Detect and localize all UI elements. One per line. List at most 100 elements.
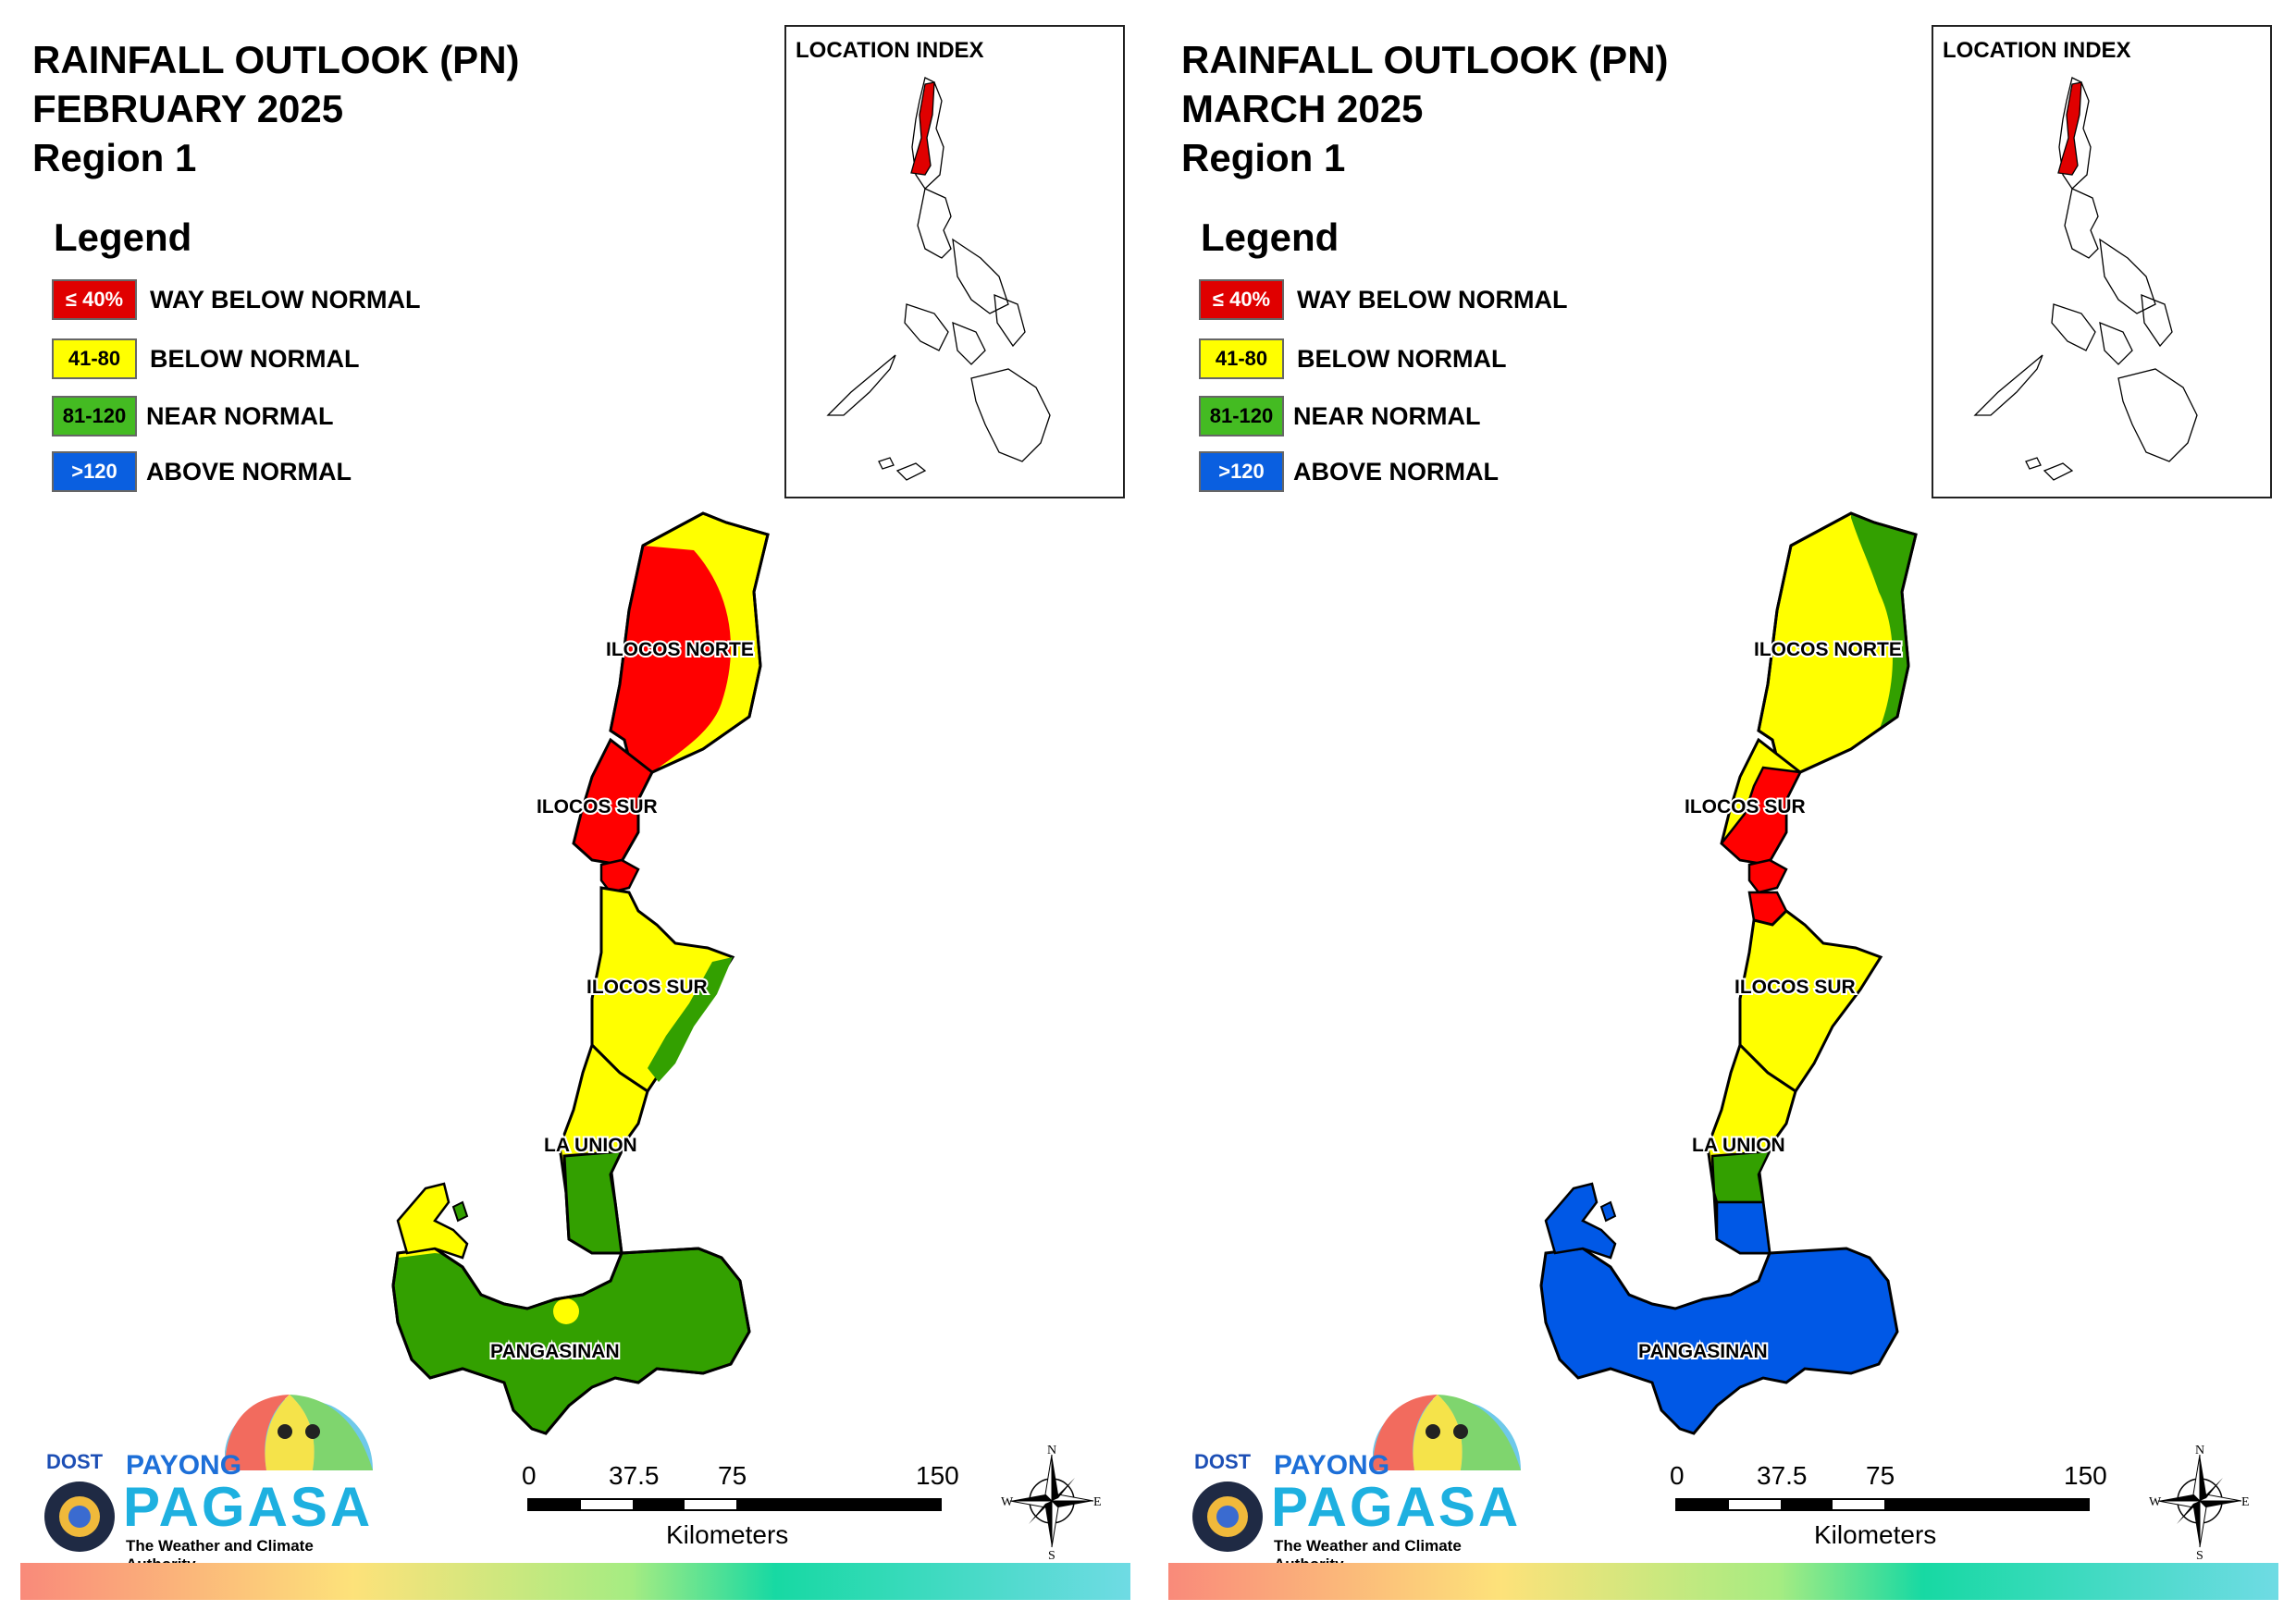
title-line-2: FEBRUARY 2025 [32,87,344,130]
title-line-1: RAINFALL OUTLOOK (PN) [32,38,520,81]
legend-item-below: 41-80 BELOW NORMAL [52,338,359,379]
title-line-3: Region 1 [32,136,197,179]
map-title: RAINFALL OUTLOOK (PN) MARCH 2025 Region … [1181,35,1669,182]
legend-label: ABOVE NORMAL [1293,457,1499,486]
compass-e: E [1093,1495,1102,1509]
label-ilocos-sur-north: ILOCOS SUR [1685,796,1806,818]
legend-item-way-below: ≤ 40% WAY BELOW NORMAL [52,279,421,320]
province-ilocos-sur-north [1720,737,1802,927]
legend-label: WAY BELOW NORMAL [150,285,421,314]
outlook-panel-march: RAINFALL OUTLOOK (PN) MARCH 2025 Region … [1148,0,2296,1623]
legend-item-near: 81-120 NEAR NORMAL [1199,396,1481,436]
province-pangasinan [1539,1182,1899,1435]
label-ilocos-norte: ILOCOS NORTE [1754,639,1902,660]
legend-swatch: ≤ 40% [52,279,137,320]
compass-rose-icon: N S W E [2149,1444,2250,1563]
title-line-3: Region 1 [1181,136,1346,179]
compass-w: W [1001,1495,1014,1509]
label-pangasinan: PANGASINAN [490,1341,620,1362]
scale-tick: 37.5 [609,1461,660,1490]
legend-title: Legend [54,215,192,259]
legend-item-way-below: ≤ 40% WAY BELOW NORMAL [1199,279,1568,320]
scale-unit: Kilometers [666,1520,789,1549]
legend-item-above: >120 ABOVE NORMAL [52,451,352,492]
umbrella-icon [1192,1395,1521,1552]
legend-label: BELOW NORMAL [150,344,360,373]
logo-payong: PAYONG [1274,1450,1390,1481]
scale-tick: 37.5 [1757,1461,1808,1490]
legend-swatch: ≤ 40% [1199,279,1284,320]
legend-item-below: 41-80 BELOW NORMAL [1199,338,1506,379]
compass-n: N [2195,1444,2204,1457]
north-arrow: N S W E [2149,1441,2251,1563]
compass-s: S [1048,1549,1055,1561]
location-index-title: LOCATION INDEX [796,38,984,63]
label-la-union: LA UNION [1692,1135,1785,1156]
label-ilocos-sur-north: ILOCOS SUR [537,796,658,818]
title-line-1: RAINFALL OUTLOOK (PN) [1181,38,1669,81]
label-ilocos-sur-south: ILOCOS SUR [586,977,708,998]
scale-tick: 75 [718,1461,747,1490]
scale-bar-track [527,1498,942,1511]
scale-tick: 150 [2064,1461,2107,1490]
label-pangasinan: PANGASINAN [1638,1341,1768,1362]
province-ilocos-sur-south [1738,909,1883,1094]
legend-swatch: >120 [52,451,137,492]
legend-swatch: >120 [1199,451,1284,492]
scale-bar: 0 37.5 75 150 Kilometers [522,1461,959,1554]
title-line-2: MARCH 2025 [1181,87,1424,130]
logo-pagasa: PAGASA [123,1476,374,1538]
location-index-map: LOCATION INDEX [1932,25,2272,498]
label-ilocos-norte: ILOCOS NORTE [606,639,754,660]
legend-label: NEAR NORMAL [1293,401,1481,430]
province-pangasinan [391,1182,751,1435]
philippines-outline [826,77,1051,481]
scale-tick: 0 [522,1461,537,1490]
legend-item-above: >120 ABOVE NORMAL [1199,451,1499,492]
location-index-title: LOCATION INDEX [1943,38,2131,63]
logo-dost: DOST [46,1450,104,1473]
legend-label: NEAR NORMAL [146,401,334,430]
scale-tick: 0 [1670,1461,1685,1490]
legend-item-near: 81-120 NEAR NORMAL [52,396,334,436]
label-la-union: LA UNION [544,1135,637,1156]
scale-tick: 150 [916,1461,959,1490]
legend-title: Legend [1201,215,1339,259]
legend-label: WAY BELOW NORMAL [1297,285,1568,314]
compass-n: N [1047,1444,1056,1457]
footer-gradient-bar [20,1563,1130,1600]
region-1-map: ILOCOS NORTE ILOCOS SUR ILOCOS SUR LA UN… [391,511,770,1435]
north-arrow: N S W E [1001,1441,1103,1563]
scale-bar-track [1675,1498,2090,1511]
outlook-panel-february: RAINFALL OUTLOOK (PN) FEBRUARY 2025 Regi… [20,25,1130,1600]
legend-swatch: 81-120 [52,396,137,436]
logo-dost: DOST [1194,1450,1252,1473]
logo-pagasa: PAGASA [1271,1476,1522,1538]
label-ilocos-sur-south: ILOCOS SUR [1734,977,1856,998]
province-ilocos-sur-north [572,737,654,894]
scale-bar: 0 37.5 75 150 Kilometers [1670,1461,2107,1554]
pagasa-logo: DOST PAYONG PAGASA The Weather and Clima… [1183,1387,1535,1573]
pagasa-logo: DOST PAYONG PAGASA The Weather and Clima… [35,1387,387,1573]
map-title: RAINFALL OUTLOOK (PN) FEBRUARY 2025 Regi… [32,35,520,182]
umbrella-icon [44,1395,373,1552]
compass-w: W [2149,1495,2162,1509]
region-1-map: ILOCOS NORTE ILOCOS SUR ILOCOS SUR LA UN… [1539,511,1918,1435]
compass-e: E [2241,1495,2250,1509]
legend-swatch: 41-80 [52,338,137,379]
legend-label: ABOVE NORMAL [146,457,352,486]
province-ilocos-sur-south [590,886,735,1094]
legend-label: BELOW NORMAL [1297,344,1507,373]
compass-rose-icon: N S W E [1001,1444,1102,1563]
philippines-outline [1973,77,2198,481]
compass-s: S [2196,1549,2203,1561]
legend-swatch: 41-80 [1199,338,1284,379]
footer-gradient-bar [1168,1563,2278,1600]
province-ilocos-norte [1757,511,1918,774]
logo-payong: PAYONG [126,1450,242,1481]
location-index-map: LOCATION INDEX [784,25,1125,498]
scale-tick: 75 [1866,1461,1895,1490]
province-ilocos-norte [609,511,770,774]
legend-swatch: 81-120 [1199,396,1284,436]
scale-unit: Kilometers [1814,1520,1937,1549]
